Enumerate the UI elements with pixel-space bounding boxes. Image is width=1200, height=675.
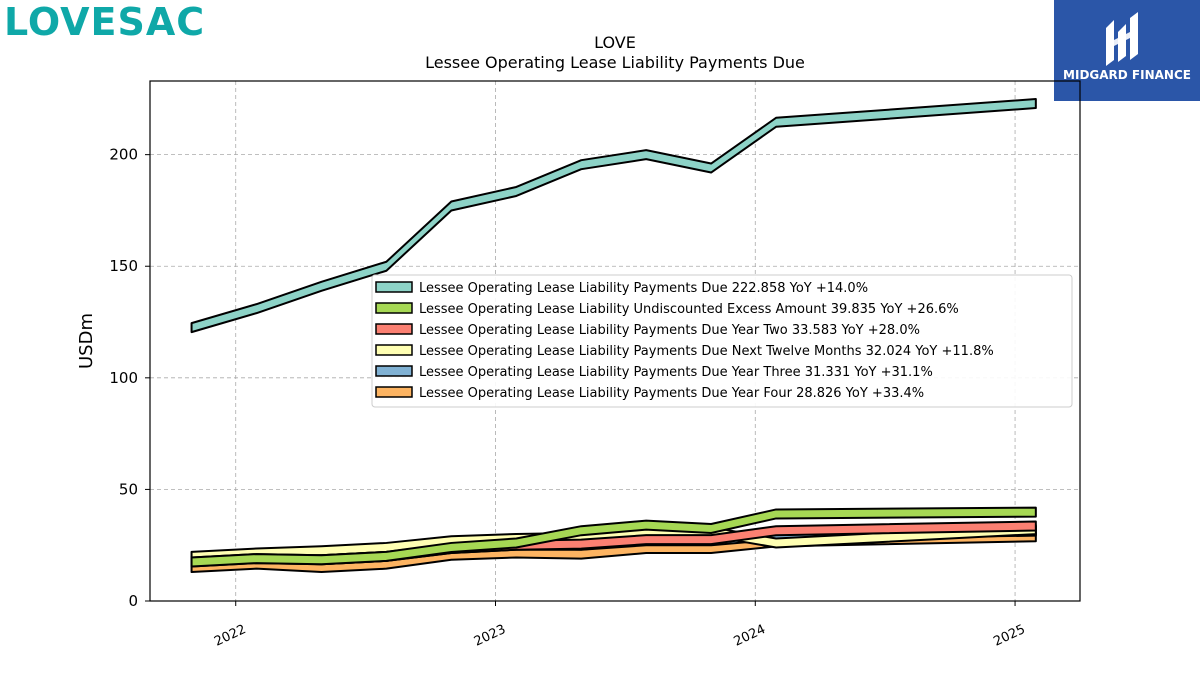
y-tick-label: 100 [109,369,138,387]
legend-swatch [375,344,413,356]
lovesac-logo: LOVESAC [4,0,206,44]
legend-swatch [375,386,413,398]
legend: Lessee Operating Lease Liability Payment… [371,274,1073,408]
legend-entry: Lessee Operating Lease Liability Payment… [419,323,920,338]
midgard-emblem-icon [1106,12,1138,66]
plot-frame [149,80,1081,602]
legend-swatch [375,302,413,314]
series-areas [190,98,1037,574]
y-tick-label: 150 [109,257,138,275]
badge-label: MIDGARD FINANCE [1063,68,1191,82]
x-tick-label: 2025 [991,622,1027,650]
y-axis-ticks: 0 50 100 150 200 [109,146,150,610]
legend-entry: Lessee Operating Lease Liability Undisco… [419,302,959,317]
legend-swatch [375,281,413,293]
legend-entry: Lessee Operating Lease Liability Payment… [419,344,994,359]
x-tick-label: 2024 [732,622,768,650]
midgard-finance-badge: MIDGARD FINANCE [1054,0,1200,101]
legend-swatch [375,323,413,335]
y-axis-label: USDm [76,313,97,369]
x-tick-label: 2022 [212,622,248,650]
legend-swatch [375,365,413,377]
series-area-0 [190,98,1037,334]
y-tick-label: 0 [128,592,138,610]
series-area-1 [190,506,1037,568]
x-tick-label: 2023 [472,622,508,650]
y-tick-label: 50 [119,480,138,498]
legend-box [371,274,1073,408]
legend-entry: Lessee Operating Lease Liability Payment… [419,281,868,296]
legend-entry: Lessee Operating Lease Liability Payment… [419,365,933,380]
x-axis-ticks: 2022 2023 2024 2025 [212,601,1028,650]
chart-title: LOVE [594,33,636,52]
legend-entry: Lessee Operating Lease Liability Payment… [419,386,924,401]
chart-subtitle: Lessee Operating Lease Liability Payment… [425,53,805,72]
y-tick-label: 200 [109,146,138,164]
